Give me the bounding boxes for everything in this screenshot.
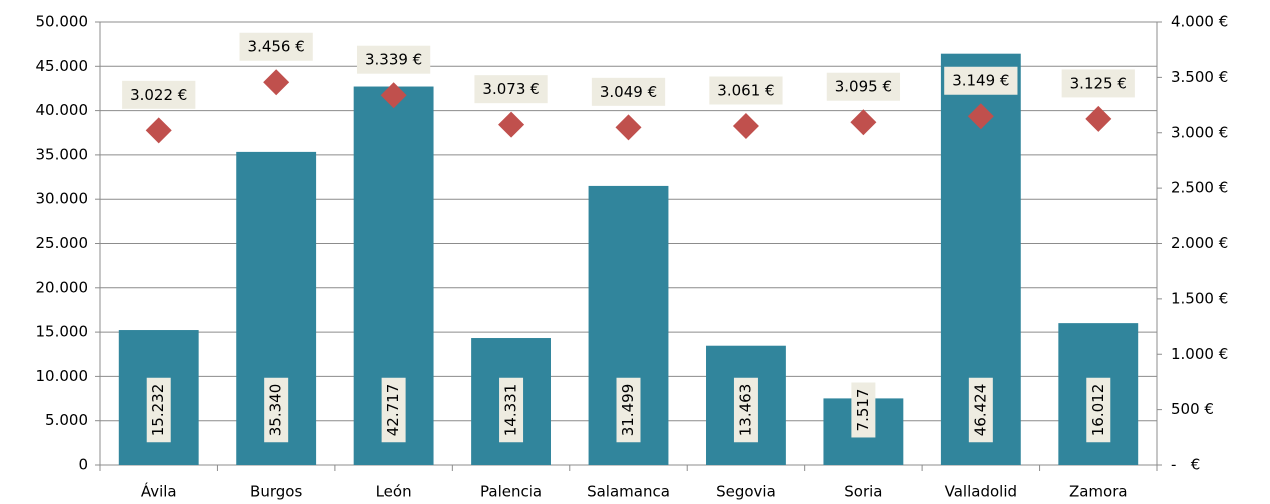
- data-label: 3.061 €: [709, 76, 783, 105]
- y2-tick-label: 500 €: [1171, 400, 1214, 418]
- data-label: 7.517: [851, 382, 876, 438]
- y-tick-label: 40.000: [36, 101, 89, 119]
- data-label-text: 13.463: [736, 384, 754, 437]
- data-label-text: 16.012: [1089, 384, 1107, 437]
- data-label-bg: [264, 377, 289, 443]
- data-label: 46.424: [968, 377, 993, 443]
- data-label-bg: [474, 75, 548, 104]
- y-tick-label: 10.000: [36, 367, 89, 385]
- data-label-text: 3.339 €: [365, 51, 422, 69]
- data-label: 31.499: [616, 377, 641, 443]
- y2-tick-label: 2.500 €: [1171, 179, 1228, 197]
- data-label-bg: [381, 377, 406, 443]
- x-tick-label: León: [376, 483, 412, 501]
- data-label: 3.073 €: [474, 75, 548, 104]
- y2-tick-label: 3.500 €: [1171, 68, 1228, 86]
- data-label: 16.012: [1086, 377, 1111, 443]
- data-label: 3.339 €: [356, 45, 431, 74]
- data-label-text: 7.517: [854, 389, 872, 432]
- data-label-text: 15.232: [149, 384, 167, 437]
- diamond-marker: [615, 114, 642, 141]
- data-label-text: 3.125 €: [1070, 74, 1127, 92]
- data-label-bg: [1086, 377, 1111, 443]
- y2-tick-label: 2.000 €: [1171, 234, 1228, 252]
- data-label: 3.022 €: [122, 80, 196, 109]
- data-label-text: 3.095 €: [835, 78, 892, 96]
- data-label: 13.463: [733, 377, 758, 443]
- diamond-marker: [145, 117, 172, 144]
- data-label-bg: [944, 66, 1018, 95]
- diamond-marker: [498, 111, 525, 138]
- diamond-marker: [380, 82, 407, 109]
- data-label: 14.331: [499, 377, 524, 443]
- y2-tick-label: 4.000 €: [1171, 13, 1228, 31]
- y-tick-label: 45.000: [36, 57, 89, 75]
- y-tick-label: 35.000: [36, 145, 89, 163]
- y2-tick-label: 1.500 €: [1171, 289, 1228, 307]
- y-tick-label: 15.000: [36, 323, 89, 341]
- data-label-bg: [968, 377, 993, 443]
- data-label: 42.717: [381, 377, 406, 443]
- y-tick-label: 50.000: [36, 13, 89, 31]
- data-label-bg: [826, 72, 901, 101]
- y-tick-label: 5.000: [45, 411, 88, 429]
- y2-tick-label: 1.000 €: [1171, 345, 1228, 363]
- data-label-bg: [146, 377, 171, 443]
- x-tick-label: Soria: [844, 483, 882, 501]
- data-label: 35.340: [264, 377, 289, 443]
- data-label-bg: [591, 77, 666, 106]
- data-label-text: 3.061 €: [717, 81, 774, 99]
- data-label: 15.232: [146, 377, 171, 443]
- data-label: 3.095 €: [826, 72, 901, 101]
- y-tick-label: 20.000: [36, 278, 89, 296]
- data-label-bg: [616, 377, 641, 443]
- diamond-marker: [263, 69, 290, 96]
- diamond-marker: [732, 112, 759, 139]
- data-label-bg: [499, 377, 524, 443]
- data-label-bg: [1061, 69, 1135, 98]
- data-label: 3.456 €: [239, 32, 313, 61]
- x-tick-label: Zamora: [1069, 483, 1128, 501]
- x-tick-label: Palencia: [480, 483, 542, 501]
- x-tick-label: Burgos: [250, 483, 302, 501]
- data-label-text: 46.424: [971, 384, 989, 437]
- data-label-text: 35.340: [267, 384, 285, 437]
- data-label-bg: [733, 377, 758, 443]
- data-label-text: 3.049 €: [600, 83, 657, 101]
- data-label: 3.125 €: [1061, 69, 1135, 98]
- data-label-text: 3.073 €: [482, 80, 539, 98]
- data-label-bg: [356, 45, 431, 74]
- data-label: 3.049 €: [591, 77, 666, 106]
- diamond-marker: [1085, 105, 1112, 132]
- x-tick-label: Valladolid: [945, 483, 1017, 501]
- data-label: 3.149 €: [944, 66, 1018, 95]
- data-label-bg: [709, 76, 783, 105]
- diamond-marker: [967, 103, 994, 130]
- data-label-bg: [122, 80, 196, 109]
- y2-tick-label: - €: [1171, 456, 1200, 474]
- data-label-text: 14.331: [502, 384, 520, 437]
- data-label-text: 31.499: [619, 384, 637, 437]
- data-label-bg: [239, 32, 313, 61]
- x-tick-label: Ávila: [141, 482, 177, 501]
- x-tick-label: Salamanca: [587, 483, 670, 501]
- y-tick-label: 0: [78, 456, 88, 474]
- y-tick-label: 30.000: [36, 190, 89, 208]
- data-label-text: 3.456 €: [248, 38, 305, 56]
- data-label-bg: [851, 382, 876, 438]
- data-label-text: 3.022 €: [130, 86, 187, 104]
- x-tick-label: Segovia: [716, 483, 776, 501]
- data-label-text: 3.149 €: [952, 72, 1009, 90]
- data-label-text: 42.717: [384, 384, 402, 437]
- y2-tick-label: 3.000 €: [1171, 123, 1228, 141]
- diamond-marker: [850, 109, 877, 136]
- y-tick-label: 25.000: [36, 234, 89, 252]
